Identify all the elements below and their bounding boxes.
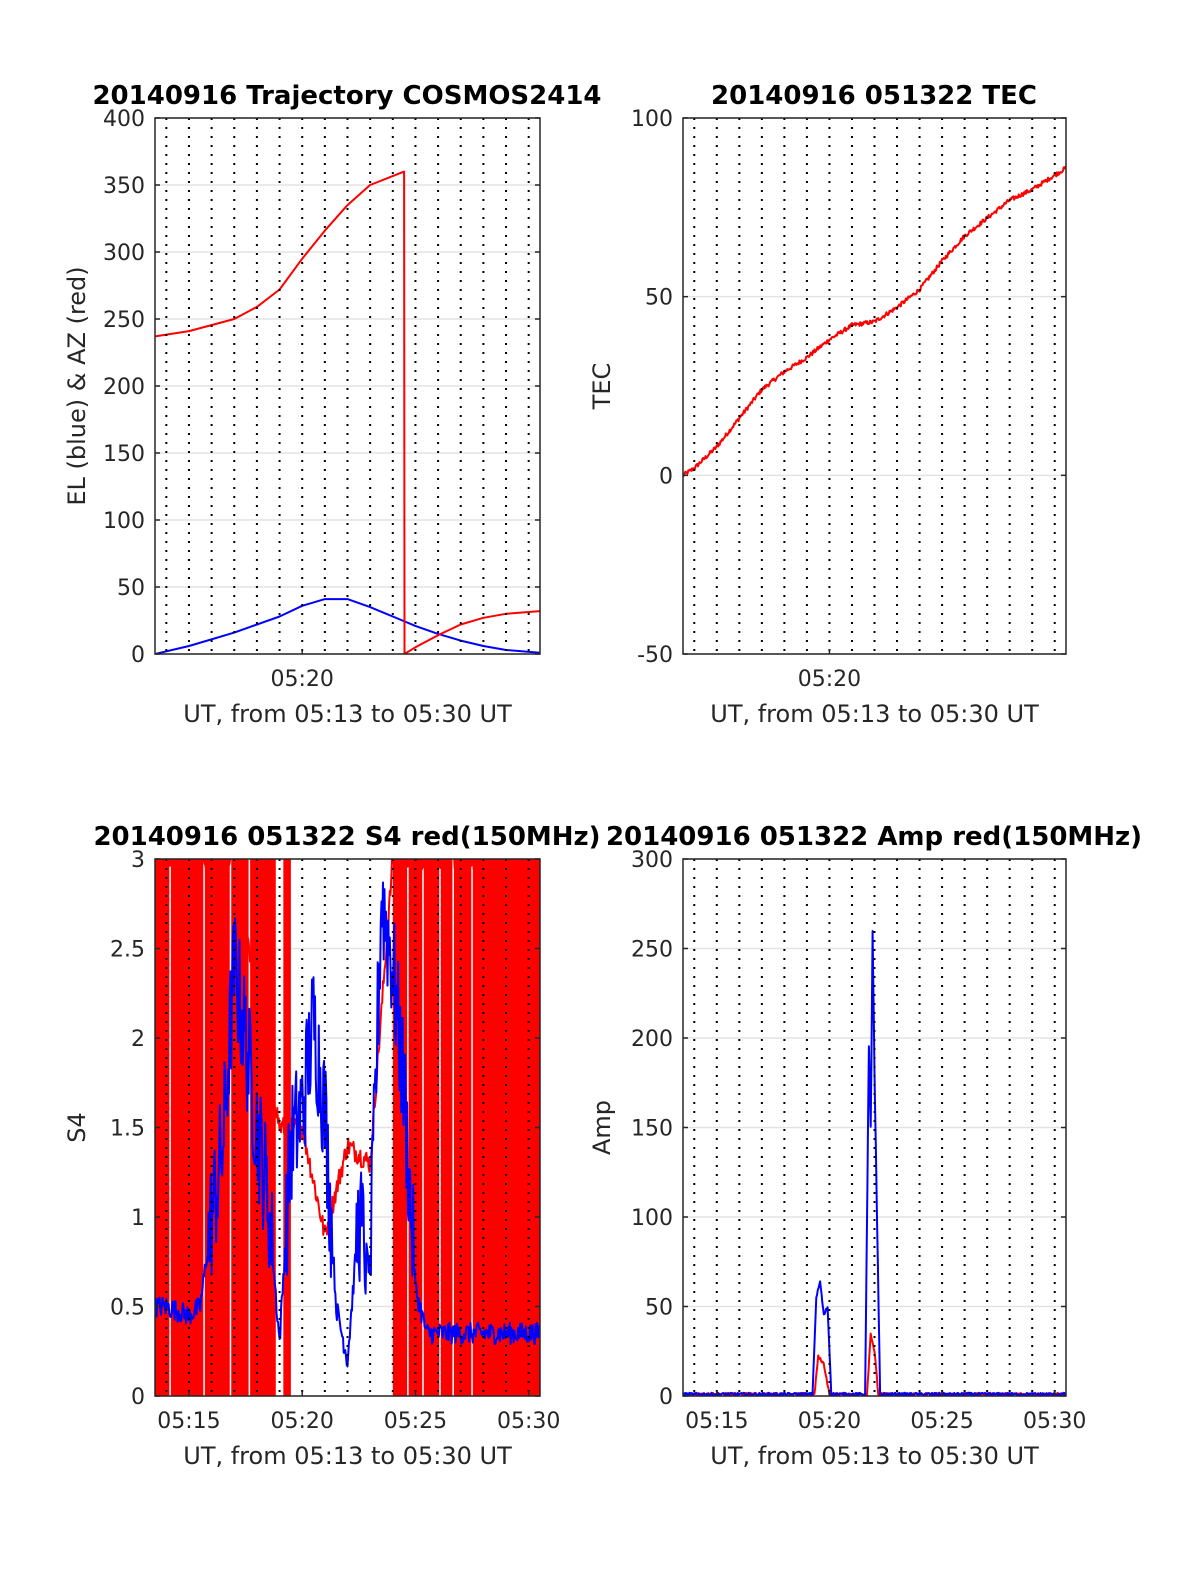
x-axis-label: UT, from 05:13 to 05:30 UT xyxy=(710,700,1039,728)
y-tick-label: 250 xyxy=(103,308,145,333)
x-tick-label: 05:20 xyxy=(271,667,334,692)
y-axis-label: TEC xyxy=(588,363,616,411)
x-axis-label: UT, from 05:13 to 05:30 UT xyxy=(183,700,512,728)
series-group xyxy=(155,170,540,654)
y-tick-label: 1.5 xyxy=(110,1117,145,1142)
series-line-1 xyxy=(155,598,540,654)
chart-panel-2: -50 0 50 100 05:20 20140916 051322 TEC UT, fro… xyxy=(588,81,1067,728)
y-tick-label: 1 xyxy=(131,1206,145,1231)
chart-title: 20140916 Trajectory COSMOS2414 xyxy=(92,81,601,111)
y-tick-label: 50 xyxy=(117,576,145,601)
x-tick-label: 05:30 xyxy=(497,1409,560,1434)
series-line-1 xyxy=(683,165,1066,477)
series-line-2 xyxy=(683,930,1066,1396)
y-tick-label: 150 xyxy=(103,442,145,467)
y-tick-label: 200 xyxy=(103,375,145,400)
axes-box xyxy=(682,117,1067,655)
y-tick-label: 100 xyxy=(631,1206,673,1231)
chart-panel-3: 0 0.5 1 1.5 2 2.5 3 05:15 05:20 05:25 05:30 2014091… xyxy=(63,822,601,1470)
x-tick-label: 05:20 xyxy=(798,667,861,692)
y-tick-label: 50 xyxy=(645,1296,673,1321)
y-tick-label: 0 xyxy=(131,1385,145,1410)
x-tick-label: 05:25 xyxy=(384,1409,447,1434)
x-axis-label: UT, from 05:13 to 05:30 UT xyxy=(710,1442,1039,1470)
y-tick-label: -50 xyxy=(637,643,673,668)
y-tick-label: 350 xyxy=(103,174,145,199)
y-tick-label: 400 xyxy=(103,107,145,132)
y-tick-label: 200 xyxy=(631,1027,673,1052)
y-axis-label: EL (blue) & AZ (red) xyxy=(63,266,91,505)
chart-panel-1: 0 50 100 150 200 250 300 350 400 05:20 20140916 Tr… xyxy=(63,81,602,728)
y-tick-label: 300 xyxy=(103,241,145,266)
y-tick-label: 0 xyxy=(659,464,673,489)
chart-title: 20140916 051322 Amp red(150MHz) xyxy=(606,822,1142,852)
y-tick-label: 100 xyxy=(103,509,145,534)
y-tick-label: 2 xyxy=(131,1027,145,1052)
x-tick-label: 05:30 xyxy=(1023,1409,1086,1434)
y-tick-label: 50 xyxy=(645,286,673,311)
y-tick-label: 2.5 xyxy=(110,938,145,963)
x-tick-label: 05:20 xyxy=(798,1409,861,1434)
x-axis-label: UT, from 05:13 to 05:30 UT xyxy=(183,1442,512,1470)
series-group xyxy=(155,859,540,1396)
y-tick-label: 3 xyxy=(131,848,145,873)
chart-panel-4: 0 50 100 150 200 250 300 05:15 05:20 05:25 05:30 20… xyxy=(588,822,1142,1470)
series-line-2 xyxy=(155,170,540,654)
series-group xyxy=(683,165,1066,477)
x-tick-label: 05:20 xyxy=(271,1409,334,1434)
chart-title: 20140916 051322 TEC xyxy=(711,81,1037,111)
y-tick-label: 250 xyxy=(631,938,673,963)
y-tick-label: 100 xyxy=(631,107,673,132)
x-tick-label: 05:15 xyxy=(685,1409,748,1434)
y-tick-label: 0 xyxy=(131,643,145,668)
series-group xyxy=(683,930,1066,1396)
y-tick-label: 300 xyxy=(631,848,673,873)
y-axis-label: S4 xyxy=(63,1112,91,1143)
series-fill-red xyxy=(392,859,540,1396)
x-tick-label: 05:25 xyxy=(910,1409,973,1434)
y-tick-label: 0.5 xyxy=(110,1296,145,1321)
series-line-2 xyxy=(155,881,540,1368)
chart-title: 20140916 051322 S4 red(150MHz) xyxy=(93,822,600,852)
y-tick-label: 150 xyxy=(631,1117,673,1142)
y-axis-label: Amp xyxy=(588,1100,616,1155)
x-tick-label: 05:15 xyxy=(157,1409,220,1434)
y-tick-label: 0 xyxy=(659,1385,673,1410)
